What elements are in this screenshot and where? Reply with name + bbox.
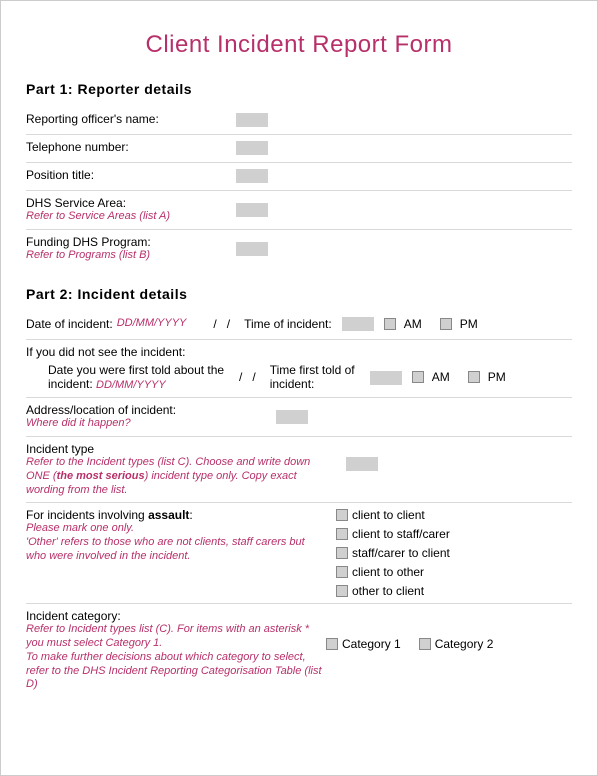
- label-address: Address/location of incident:: [26, 403, 230, 417]
- label-assault: For incidents involving assault:: [26, 508, 306, 522]
- date-slash-2: /: [227, 317, 230, 331]
- label-officer-name: Reporting officer's name:: [26, 112, 159, 126]
- page-title: Client Incident Report Form: [26, 31, 572, 59]
- label-phone: Telephone number:: [26, 140, 129, 154]
- hint-date: DD/MM/YYYY: [117, 317, 187, 331]
- label-assault-1: client to staff/carer: [352, 527, 450, 541]
- input-told-time[interactable]: [370, 371, 402, 385]
- category-options: Category 1 Category 2: [326, 637, 493, 651]
- label-pm: PM: [460, 317, 478, 331]
- label-assault-4: other to client: [352, 584, 424, 598]
- row-incident-type: Incident type Refer to the Incident type…: [26, 437, 572, 503]
- row-assault: For incidents involving assault: Please …: [26, 503, 572, 604]
- hint-incident-type: Refer to the Incident types (list C). Ch…: [26, 456, 326, 497]
- label-assault-2: staff/carer to client: [352, 546, 450, 560]
- told-slash-2: /: [252, 370, 255, 384]
- checkbox-assault-2[interactable]: [336, 547, 348, 559]
- date-slash-1: /: [213, 317, 216, 331]
- label-am: AM: [404, 317, 422, 331]
- row-date-time: Date of incident: DD/MM/YYYY / / Time of…: [26, 312, 572, 340]
- label-told-am: AM: [432, 370, 450, 384]
- label-not-see: If you did not see the incident:: [26, 345, 572, 359]
- checkbox-assault-3[interactable]: [336, 566, 348, 578]
- label-category: Incident category:: [26, 609, 326, 623]
- label-told-time: Time first told of incident:: [270, 363, 360, 391]
- input-service-area[interactable]: [236, 203, 268, 217]
- part1-heading: Part 1: Reporter details: [26, 81, 572, 97]
- part2-heading: Part 2: Incident details: [26, 286, 572, 302]
- input-phone[interactable]: [236, 141, 268, 155]
- row-address: Address/location of incident: Where did …: [26, 398, 572, 437]
- label-position: Position title:: [26, 168, 94, 182]
- row-category: Incident category: Refer to Incident typ…: [26, 604, 572, 697]
- label-service-area: DHS Service Area:: [26, 196, 230, 210]
- input-position[interactable]: [236, 169, 268, 183]
- hint-service-area: Refer to Service Areas (list A): [26, 210, 230, 224]
- row-position: Position title:: [26, 163, 572, 191]
- told-slash-1: /: [239, 370, 242, 384]
- input-program[interactable]: [236, 242, 268, 256]
- input-officer-name[interactable]: [236, 113, 268, 127]
- checkbox-told-am[interactable]: [412, 371, 424, 383]
- assault-options: client to client client to staff/carer s…: [306, 508, 450, 598]
- label-date: Date of incident:: [26, 317, 113, 331]
- checkbox-assault-0[interactable]: [336, 509, 348, 521]
- checkbox-told-pm[interactable]: [468, 371, 480, 383]
- label-cat2: Category 2: [435, 637, 494, 651]
- label-cat1: Category 1: [342, 637, 401, 651]
- label-program: Funding DHS Program:: [26, 235, 230, 249]
- hint-told-date: DD/MM/YYYY: [96, 379, 166, 391]
- hint-assault: Please mark one only. 'Other' refers to …: [26, 522, 306, 563]
- input-address[interactable]: [276, 410, 308, 424]
- checkbox-cat1[interactable]: [326, 638, 338, 650]
- label-told-date: Date you were first told about the incid…: [48, 363, 236, 393]
- label-time: Time of incident:: [244, 317, 332, 331]
- checkbox-cat2[interactable]: [419, 638, 431, 650]
- hint-address: Where did it happen?: [26, 417, 230, 431]
- checkbox-pm[interactable]: [440, 318, 452, 330]
- row-phone: Telephone number:: [26, 135, 572, 163]
- checkbox-assault-4[interactable]: [336, 585, 348, 597]
- label-told-pm: PM: [488, 370, 506, 384]
- label-incident-type: Incident type: [26, 442, 326, 456]
- checkbox-am[interactable]: [384, 318, 396, 330]
- row-not-see: If you did not see the incident: Date yo…: [26, 340, 572, 399]
- input-incident-type[interactable]: [346, 457, 378, 471]
- hint-category: Refer to Incident types list (C). For it…: [26, 623, 326, 692]
- input-time[interactable]: [342, 317, 374, 331]
- label-assault-0: client to client: [352, 508, 425, 522]
- row-officer-name: Reporting officer's name:: [26, 107, 572, 135]
- row-service-area: DHS Service Area: Refer to Service Areas…: [26, 191, 572, 230]
- hint-program: Refer to Programs (list B): [26, 249, 230, 263]
- checkbox-assault-1[interactable]: [336, 528, 348, 540]
- label-assault-3: client to other: [352, 565, 424, 579]
- row-program: Funding DHS Program: Refer to Programs (…: [26, 230, 572, 268]
